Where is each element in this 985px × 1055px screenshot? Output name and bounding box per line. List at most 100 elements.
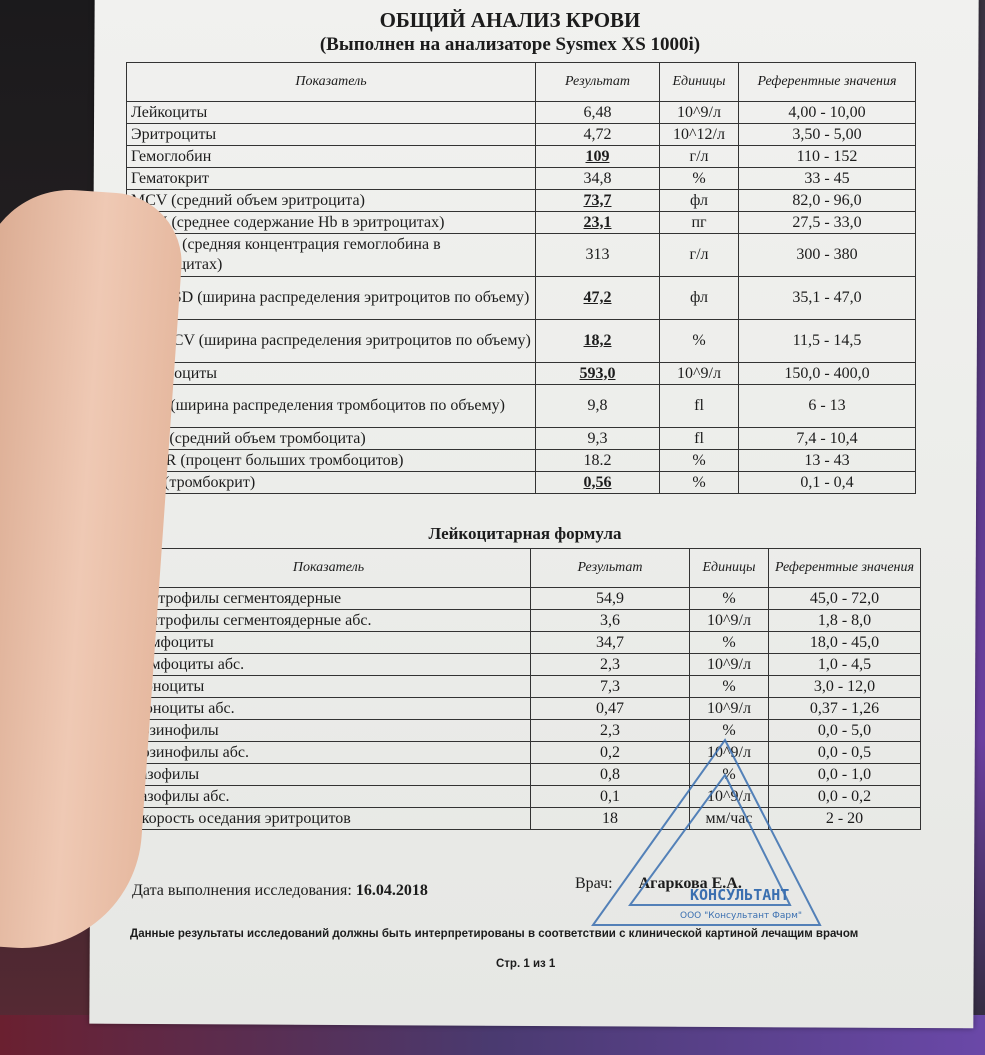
unit: 10^9/л <box>689 609 769 632</box>
reference-range: 0,37 - 1,26 <box>768 697 921 720</box>
stamp-seal: КОНСУЛЬТАНТ ООО "Консультант Фарм" <box>591 738 822 926</box>
unit: г/л <box>659 233 739 277</box>
table-row: Лейкоциты 6,48 10^9/л 4,00 - 10,00 <box>126 101 916 124</box>
main-results-table: Показатель Результат Единицы Референтные… <box>126 62 916 494</box>
parameter-name: Эритроциты <box>126 123 536 146</box>
date-row: Дата выполнения исследования: 16.04.2018 <box>132 882 428 900</box>
stamp-text-main: КОНСУЛЬТАНТ <box>690 886 789 904</box>
unit: % <box>659 449 739 472</box>
header-result: Результат <box>535 62 660 102</box>
reference-range: 27,5 - 33,0 <box>738 211 916 234</box>
reference-range: 110 - 152 <box>738 145 916 168</box>
unit: fl <box>659 427 739 450</box>
parameter-name: PDW (ширина распределения тромбоцитов по… <box>126 384 536 428</box>
table-row: Скорость оседания эритроцитов 18 мм/час 2 -… <box>126 807 921 830</box>
result-value: 109 <box>535 145 660 168</box>
reference-range: 35,1 - 47,0 <box>738 276 916 320</box>
reference-range: 6 - 13 <box>738 384 916 428</box>
parameter-name: MCV (средний объем эритроцита) <box>126 189 536 212</box>
unit: % <box>659 167 739 190</box>
header-reference: Референтные значения <box>768 548 921 588</box>
header-units: Единицы <box>689 548 769 588</box>
unit: % <box>689 631 769 654</box>
table-row: PDW (ширина распределения тромбоцитов по… <box>126 384 916 428</box>
doctor-row: Врач: Агаркова Е.А. <box>575 875 742 893</box>
result-value: 18 <box>530 807 690 830</box>
parameter-name: Нейтрофилы сегментоядерные абс. <box>126 609 531 632</box>
parameter-name: MCHC (средняя концентрация гемоглобина в… <box>126 233 536 277</box>
unit: % <box>659 319 739 363</box>
table-row: Базофилы 0,8% 0,0 - 1,0 <box>126 763 921 786</box>
table-row: MCHC (средняя концентрация гемоглобина в… <box>126 233 916 277</box>
table-row: Гемоглобин 109 г/л 110 - 152 <box>126 145 916 168</box>
result-value: 0,47 <box>530 697 690 720</box>
reference-range: 0,0 - 0,5 <box>768 741 921 764</box>
table-row: Моноциты абс. 0,47 10^9/л 0,37 - 1,26 <box>126 697 921 720</box>
table-header-row: Показатель Результат Единицы Референтные… <box>126 62 916 102</box>
table-row: MPV (средний объем тромбоцита) 9,3 fl 7,4 -… <box>126 427 916 450</box>
table-row: Эритроциты 4,72 10^12/л 3,50 - 5,00 <box>126 123 916 146</box>
leukocyte-formula-title: Лейкоцитарная формула <box>428 524 622 543</box>
result-value: 313 <box>535 233 660 277</box>
reference-range: 18,0 - 45,0 <box>768 631 921 654</box>
header-units: Единицы <box>659 62 739 102</box>
reference-range: 11,5 - 14,5 <box>738 319 916 363</box>
result-value: 73,7 <box>535 189 660 212</box>
document-subtitle: (Выполнен на анализаторе Sysmex XS 1000i… <box>319 34 701 55</box>
unit: % <box>689 719 769 742</box>
date-label: Дата выполнения исследования: <box>132 882 352 899</box>
table-row: Базофилы абс. 0,1 10^9/л 0,0 - 0,2 <box>126 785 921 808</box>
reference-range: 1,8 - 8,0 <box>768 609 921 632</box>
reference-range: 45,0 - 72,0 <box>768 587 921 610</box>
leukocyte-table: Показатель Результат Единицы Референтные… <box>126 548 921 830</box>
result-value: 6,48 <box>535 101 660 124</box>
table-row: RDW-CV (ширина распределения эритроцитов… <box>126 319 916 363</box>
result-value: 593,0 <box>535 362 660 385</box>
parameter-name: Эозинофилы <box>126 719 531 742</box>
result-value: 3,6 <box>530 609 690 632</box>
table-row: Моноциты 7,3% 3,0 - 12,0 <box>126 675 921 698</box>
parameter-name: RDW-CV (ширина распределения эритроцитов… <box>126 319 536 363</box>
result-value: 7,3 <box>530 675 690 698</box>
parameter-name: Эозинофилы абс. <box>126 741 531 764</box>
parameter-name: Лимфоциты <box>126 631 531 654</box>
reference-range: 150,0 - 400,0 <box>738 362 916 385</box>
parameter-name: MCH (среднее содержание Hb в эритроцитах… <box>126 211 536 234</box>
parameter-name: Гемоглобин <box>126 145 536 168</box>
result-value: 4,72 <box>535 123 660 146</box>
unit: fl <box>659 384 739 428</box>
result-value: 34,7 <box>530 631 690 654</box>
table-header-row: Показатель Результат Единицы Референтные… <box>126 548 921 588</box>
unit: 10^9/л <box>689 697 769 720</box>
reference-range: 3,50 - 5,00 <box>738 123 916 146</box>
result-value: 0,56 <box>535 471 660 494</box>
reference-range: 82,0 - 96,0 <box>738 189 916 212</box>
reference-range: 1,0 - 4,5 <box>768 653 921 676</box>
table-row: Нейтрофилы сегментоядерные 54,9% 45,0 - 72… <box>126 587 921 610</box>
table-row: Эозинофилы 2,3% 0,0 - 5,0 <box>126 719 921 742</box>
parameter-name: RDW-SD (ширина распределения эритроцитов… <box>126 276 536 320</box>
table-row: P-LCR (процент больших тромбоцитов) 18.2%… <box>126 449 916 472</box>
unit: % <box>659 471 739 494</box>
unit: % <box>689 675 769 698</box>
parameter-name: Тромбоциты <box>126 362 536 385</box>
parameter-name: Скорость оседания эритроцитов <box>126 807 531 830</box>
parameter-name: Гематокрит <box>126 167 536 190</box>
result-value: 2,3 <box>530 653 690 676</box>
result-value: 9,3 <box>535 427 660 450</box>
reference-range: 13 - 43 <box>738 449 916 472</box>
header-reference: Референтные значения <box>738 62 916 102</box>
reference-range: 2 - 20 <box>768 807 921 830</box>
header-result: Результат <box>530 548 690 588</box>
unit: 10^9/л <box>659 101 739 124</box>
reference-range: 33 - 45 <box>738 167 916 190</box>
unit: 10^12/л <box>659 123 739 146</box>
parameter-name: Моноциты <box>126 675 531 698</box>
table-row: RDW-SD (ширина распределения эритроцитов… <box>126 276 916 320</box>
table-row: Гематокрит 34,8% 33 - 45 <box>126 167 916 190</box>
parameter-name: Лимфоциты абс. <box>126 653 531 676</box>
doctor-label: Врач: <box>575 875 613 892</box>
result-value: 18,2 <box>535 319 660 363</box>
result-value: 54,9 <box>530 587 690 610</box>
result-value: 23,1 <box>535 211 660 234</box>
